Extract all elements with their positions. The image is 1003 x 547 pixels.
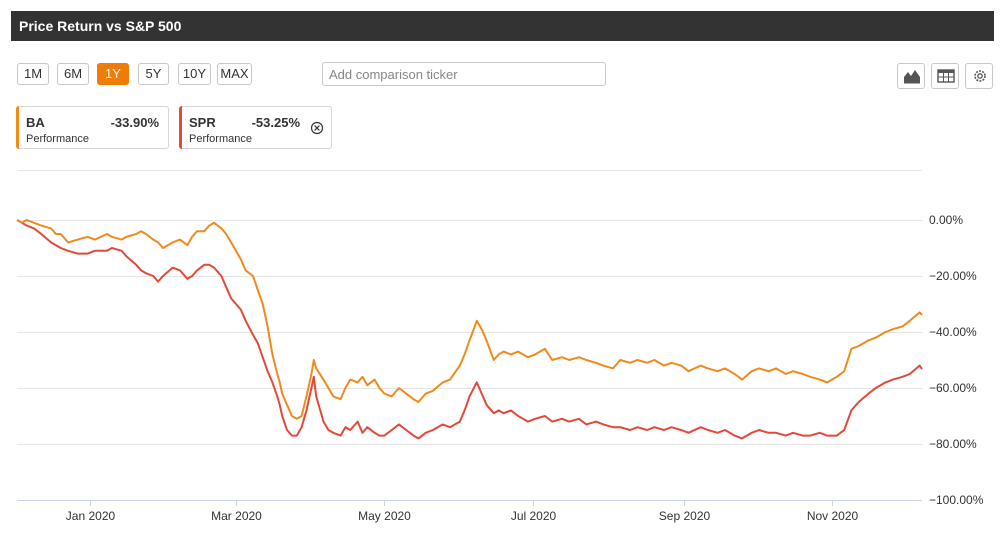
remove-ticker-icon[interactable] [310, 121, 324, 135]
price-return-chart: 0.00% −20.00% −40.00% −60.00% −80.00% −100.00… [16, 170, 984, 523]
y-tick-label: −20.00% [929, 269, 977, 283]
performance-value: -33.90% [110, 115, 159, 130]
ticker-symbol: BA [26, 115, 45, 130]
ticker-card-spr: SPR -53.25% Performance [179, 106, 332, 149]
performance-value: -53.25% [251, 115, 300, 130]
table-icon [937, 69, 955, 83]
x-tick-label: Jan 2020 [66, 509, 116, 523]
settings-button[interactable] [965, 63, 993, 89]
y-tick-label: −40.00% [929, 325, 977, 339]
comparison-ticker-input[interactable] [322, 62, 606, 86]
area-chart-button[interactable] [897, 63, 925, 89]
x-tick-label: Mar 2020 [211, 509, 262, 523]
table-view-button[interactable] [931, 63, 959, 89]
y-tick-label: −80.00% [929, 437, 977, 451]
y-tick-label: 0.00% [929, 213, 963, 227]
x-tick-label: Jul 2020 [511, 509, 557, 523]
x-tick-label: May 2020 [358, 509, 411, 523]
gear-icon [974, 70, 986, 82]
series-line-spr [16, 219, 923, 440]
range-button-5y[interactable]: 5Y [138, 63, 169, 85]
series-line-ba [16, 219, 923, 420]
y-tick-label: −100.00% [929, 493, 984, 507]
range-button-max[interactable]: MAX [217, 63, 252, 85]
y-tick-label: −60.00% [929, 381, 977, 395]
range-button-1y[interactable]: 1Y [97, 63, 129, 85]
ticker-card-ba: BA -33.90% Performance [16, 106, 169, 149]
performance-label: Performance [26, 133, 89, 145]
ticker-symbol: SPR [189, 115, 216, 130]
series-color-bar [16, 106, 19, 149]
range-button-6m[interactable]: 6M [57, 63, 89, 85]
x-tick-label: Sep 2020 [659, 509, 711, 523]
range-button-1m[interactable]: 1M [17, 63, 49, 85]
area-chart-icon [904, 70, 920, 84]
performance-label: Performance [189, 133, 252, 145]
series-color-bar [179, 106, 182, 149]
range-button-10y[interactable]: 10Y [178, 63, 211, 85]
x-tick-label: Nov 2020 [807, 509, 859, 523]
page-title: Price Return vs S&P 500 [11, 11, 994, 41]
